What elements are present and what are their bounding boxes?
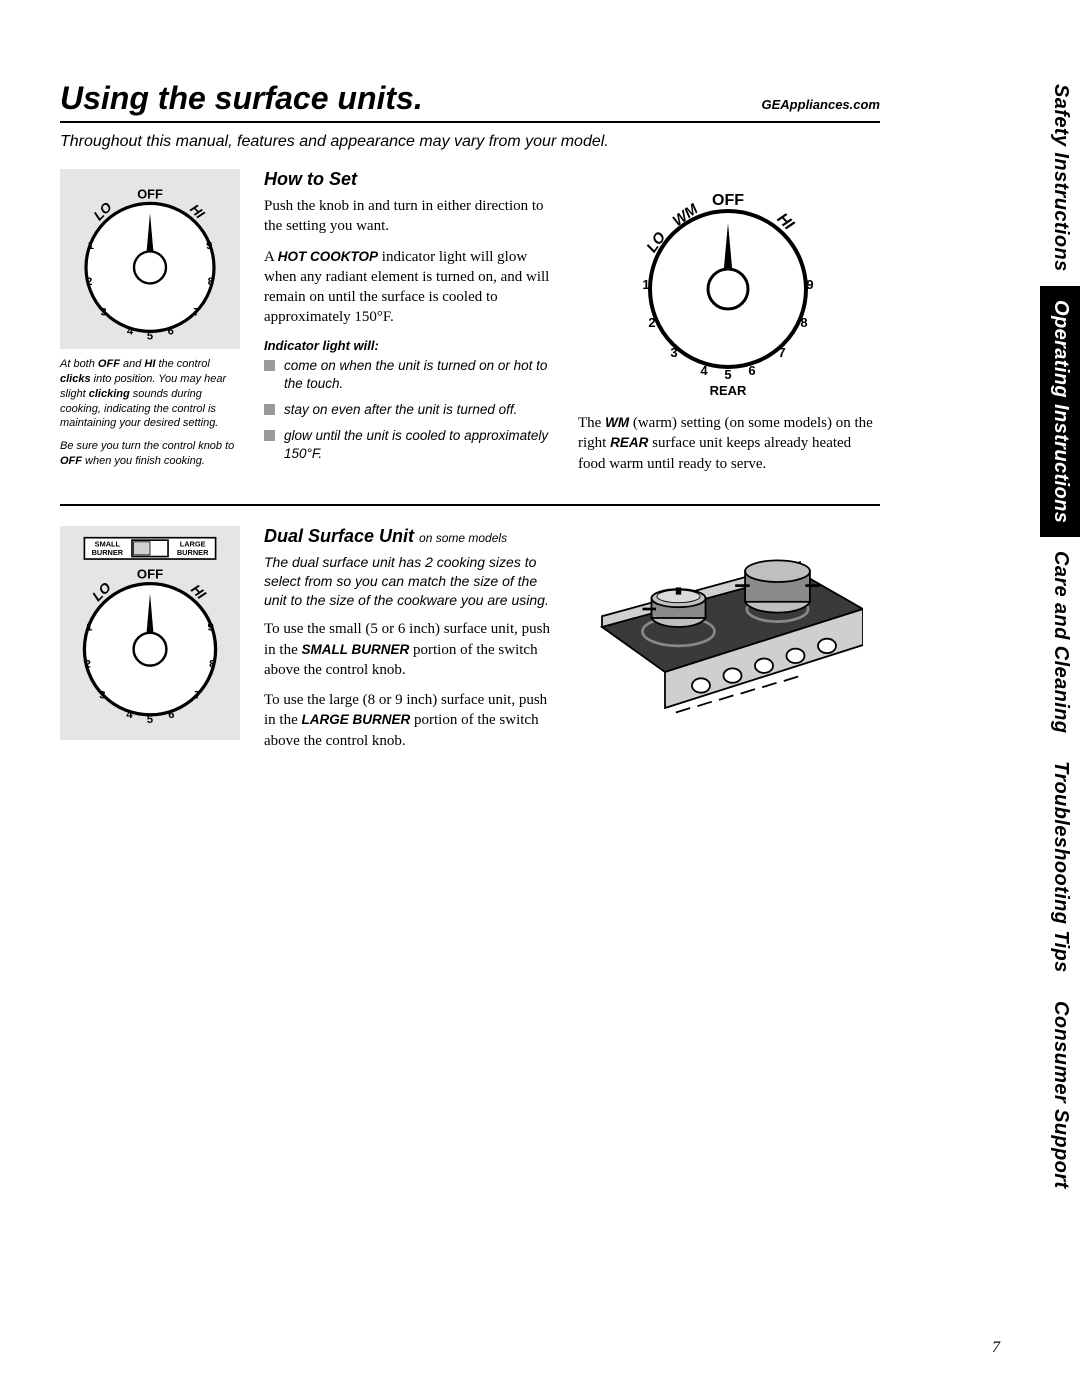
svg-text:1: 1 [642,277,649,292]
tab-consumer-support[interactable]: Consumer Support [1040,987,1080,1203]
knob1-figure: OFF LO HI 1 2 3 4 5 6 7 8 9 [60,169,240,349]
bullet-3: glow until the unit is cooled to approxi… [264,427,554,463]
dual-knob-column: SMALL BURNER LARGE BURNER OFF LO HI 1 [60,526,240,761]
svg-text:2: 2 [84,658,90,670]
svg-text:OFF: OFF [137,566,163,581]
rear-knob-svg: OFF WM LO HI 1 2 3 4 5 6 7 8 9 REAR [618,189,838,399]
svg-text:5: 5 [147,714,154,726]
tab-care[interactable]: Care and Cleaning [1040,537,1080,747]
knob1-off-label: OFF [137,187,163,202]
svg-text:6: 6 [748,363,755,378]
bullet-2: stay on even after the unit is turned of… [264,401,554,419]
svg-text:BURNER: BURNER [177,548,209,557]
how-to-set-p1: Push the knob in and turn in either dire… [264,196,554,237]
dual-heading: Dual Surface Unit on some models [264,526,554,547]
svg-text:8: 8 [208,276,214,288]
bullet-1: come on when the unit is turned on or ho… [264,357,554,393]
dual-intro: The dual surface unit has 2 cooking size… [264,553,554,610]
svg-text:3: 3 [100,306,106,318]
page-number: 7 [992,1339,1000,1357]
knob1-svg: OFF LO HI 1 2 3 4 5 6 7 8 9 [70,181,230,341]
svg-text:3: 3 [99,689,105,701]
page-title: Using the surface units. [60,80,423,117]
svg-text:6: 6 [168,709,174,721]
svg-text:BURNER: BURNER [92,548,124,557]
page-subtitle: Throughout this manual, features and app… [60,133,880,151]
stove-illustration [593,546,863,726]
section-dual-surface: SMALL BURNER LARGE BURNER OFF LO HI 1 [60,526,880,761]
svg-text:8: 8 [800,315,807,330]
svg-text:1: 1 [86,621,93,633]
how-to-set-text: How to Set Push the knob in and turn in … [264,169,554,484]
svg-text:2: 2 [648,315,655,330]
svg-text:4: 4 [700,363,708,378]
rear-knob-column: OFF WM LO HI 1 2 3 4 5 6 7 8 9 REAR [578,169,878,484]
svg-text:7: 7 [778,345,785,360]
brand-url: GEAppliances.com [762,97,880,112]
svg-text:9: 9 [806,277,813,292]
svg-text:OFF: OFF [712,192,744,209]
svg-text:5: 5 [147,330,153,341]
svg-text:4: 4 [127,326,134,338]
svg-text:2: 2 [86,276,92,288]
section-how-to-set: OFF LO HI 1 2 3 4 5 6 7 8 9 [60,169,880,506]
svg-text:3: 3 [670,345,677,360]
svg-text:9: 9 [207,621,213,633]
svg-text:4: 4 [126,709,133,721]
knob1-column: OFF LO HI 1 2 3 4 5 6 7 8 9 [60,169,240,484]
dual-text-column: Dual Surface Unit on some models The dua… [264,526,554,761]
svg-text:7: 7 [194,689,200,701]
svg-text:6: 6 [168,326,174,338]
dual-knob-figure: SMALL BURNER LARGE BURNER OFF LO HI 1 [60,526,240,740]
svg-text:REAR: REAR [710,383,747,398]
svg-text:5: 5 [724,367,731,382]
indicator-subhead: Indicator light will: [264,338,554,353]
dual-p1: To use the small (5 or 6 inch) surface u… [264,619,554,680]
svg-text:9: 9 [206,240,212,252]
tab-safety[interactable]: Safety Instructions [1040,70,1080,286]
dual-p2: To use the large (8 or 9 inch) surface u… [264,690,554,751]
tab-troubleshooting[interactable]: Troubleshooting Tips [1040,747,1080,987]
tab-operating[interactable]: Operating Instructions [1040,286,1080,537]
indicator-bullets: come on when the unit is turned on or ho… [264,357,554,464]
svg-text:7: 7 [193,306,199,318]
wm-text: The WM (warm) setting (on some models) o… [578,413,878,474]
stove-figure-column [578,526,878,761]
dual-knob-svg: SMALL BURNER LARGE BURNER OFF LO HI 1 [68,532,232,732]
knob1-caption: At both OFF and HI the control clicks in… [60,357,240,431]
manual-page: Safety Instructions Operating Instructio… [0,0,1080,1397]
svg-text:8: 8 [209,658,216,670]
side-tabs: Safety Instructions Operating Instructio… [1040,70,1080,1203]
knob1-caption2: Be sure you turn the control knob to OFF… [60,439,240,469]
how-to-set-heading: How to Set [264,169,554,190]
content-area: Using the surface units. GEAppliances.co… [60,80,880,761]
title-row: Using the surface units. GEAppliances.co… [60,80,880,123]
svg-text:1: 1 [88,240,94,252]
how-to-set-p2: A HOT COOKTOP indicator light will glow … [264,247,554,328]
